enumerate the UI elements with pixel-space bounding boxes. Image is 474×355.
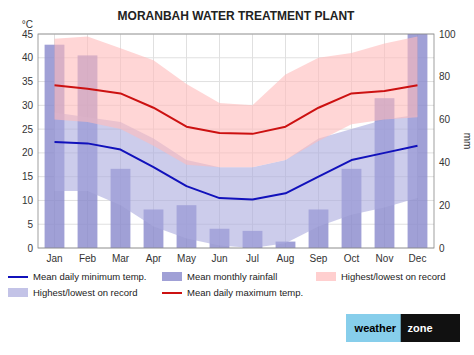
y2-tick-label: 100 [439,29,456,40]
x-tick-label: May [177,253,196,264]
logo-bg [346,314,460,342]
x-tick-label: Mar [112,253,130,264]
legend-swatch [162,292,182,294]
legend-label: Highest/lowest on record [33,287,138,298]
y2-tick-label: 0 [439,243,445,254]
legend-swatch [316,272,336,281]
mean-line [55,142,418,200]
y2-tick-label: 60 [439,114,451,125]
legend-swatch [8,276,28,278]
x-tick-label: Dec [409,253,427,264]
y-tick-label: 35 [22,76,34,87]
legend-label: Mean daily minimum temp. [33,271,147,282]
x-tick-label: Jul [246,253,259,264]
y-tick-label: 40 [22,52,34,63]
y-tick-label: 5 [27,219,33,230]
marks [45,34,428,248]
legend-label: Mean daily maximum temp. [187,287,303,298]
legend: Mean daily minimum temp. Highest/lowest o… [8,271,446,298]
grid [38,34,434,248]
x-tick-label: Feb [79,253,97,264]
mean-line [55,85,418,134]
y-tick-label: 30 [22,100,34,111]
x-tick-label: Aug [277,253,295,264]
logo-bg [401,314,460,342]
x-tick-label: Jun [211,253,227,264]
plot-frame [38,34,434,248]
legend-label: Mean monthly rainfall [187,271,277,282]
y-tick-label: 15 [22,171,34,182]
y-tick-label: 10 [22,195,34,206]
axes: 0 5 10 15 20 25 30 35 40 45 0 20 40 60 80 100 Jan Feb Mar A… [22,19,473,264]
y2-label: mm [462,133,473,150]
legend-label: Highest/lowest on record [341,271,446,282]
y-label: °C [22,19,33,30]
y-tick-label: 45 [22,29,34,40]
title: MORANBAH WATER TREATMENT PLANT [118,9,356,23]
y2-tick-label: 40 [439,157,451,168]
logo: weather zone [346,314,460,342]
legend-swatch [162,272,182,281]
x-tick-label: Nov [376,253,394,264]
y2-tick-label: 20 [439,200,451,211]
y2-tick-label: 80 [439,71,451,82]
x-tick-label: Sep [310,253,328,264]
x-tick-label: Apr [146,253,162,264]
y-tick-label: 20 [22,147,34,158]
chart: MORANBAH WATER TREATMENT PLANT 0 5 10 15 20 25… [0,0,474,355]
legend-swatch [8,288,28,297]
annotation: zone [408,322,433,334]
x-tick-label: Oct [344,253,360,264]
x-tick-label: Jan [46,253,62,264]
y-tick-label: 0 [27,243,33,254]
annotation: weather [354,322,397,334]
y-tick-label: 25 [22,124,34,135]
